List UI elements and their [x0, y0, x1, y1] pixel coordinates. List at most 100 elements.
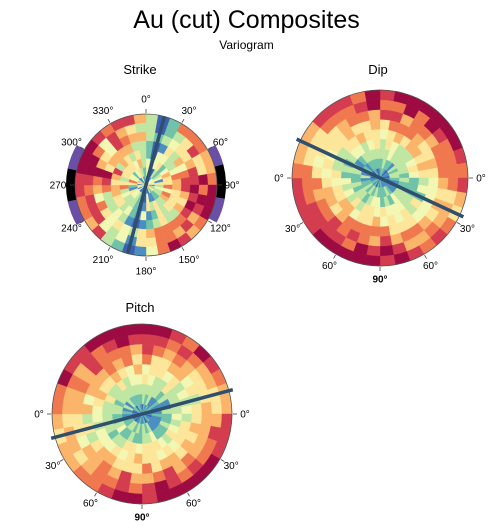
pitch-tick-label: 30°	[224, 461, 239, 472]
pitch-tick-label: 60°	[83, 499, 98, 510]
pitch-chart-title: Pitch	[125, 300, 155, 315]
strike-cell	[145, 219, 154, 230]
dip-chart: 0° 30° 60° 90° 60° 30° 0°	[274, 89, 486, 286]
strike-cell	[198, 184, 209, 197]
strike-tick	[79, 220, 84, 224]
pitch-cell	[220, 413, 233, 430]
page-subtitle: Variogram	[219, 38, 274, 52]
dip-tick	[299, 222, 304, 225]
strike-cell	[133, 245, 147, 257]
pitch-cell	[126, 323, 143, 336]
pitch-cell	[129, 472, 143, 485]
dip-cell	[379, 225, 391, 237]
dip-tick	[424, 254, 427, 259]
pitch-cell	[220, 398, 233, 415]
dip-cell	[379, 245, 394, 257]
strike-cell	[134, 237, 147, 248]
pitch-cell	[141, 482, 157, 495]
dip-cell	[379, 89, 396, 102]
dip-cell	[291, 177, 304, 194]
dip-cell	[301, 177, 313, 192]
pitch-cell	[210, 399, 223, 415]
strike-edge-band	[214, 164, 226, 199]
strike-cell	[189, 175, 200, 186]
dip-cell	[379, 216, 389, 228]
strike-cell	[180, 177, 191, 186]
pitch-cell	[210, 413, 223, 429]
pitch-cell	[91, 413, 103, 423]
dip-cell	[311, 165, 323, 179]
pitch-tick-label: 60°	[186, 499, 201, 510]
pitch-cell	[181, 405, 193, 415]
pitch-cell	[51, 413, 64, 430]
strike-tick-label: 60°	[213, 138, 228, 149]
dip-cell	[369, 119, 381, 131]
strike-cell	[145, 228, 156, 239]
dip-cell	[364, 254, 381, 267]
dip-tick-label: 60°	[322, 261, 337, 272]
dip-cell	[321, 177, 333, 189]
pitch-cell	[61, 413, 74, 429]
pitch-cell	[131, 353, 143, 365]
strike-major-axis	[125, 115, 167, 255]
strike-cell	[145, 113, 159, 125]
dip-tick-label: 60°	[423, 261, 438, 272]
dip-cell	[366, 99, 381, 111]
strike-tick	[208, 220, 213, 224]
strike-cell	[101, 184, 112, 193]
pitch-cell	[141, 333, 157, 346]
pitch-tick	[187, 492, 190, 497]
dip-cell	[364, 89, 381, 102]
pitch-cell	[71, 413, 84, 427]
strike-tick	[208, 146, 213, 150]
strike-cell	[206, 184, 218, 198]
pitch-cell	[200, 413, 213, 427]
strike-cell	[133, 113, 147, 125]
dip-tick-label: 30°	[285, 224, 300, 235]
pitch-cell	[127, 482, 143, 495]
pitch-cell	[141, 343, 155, 356]
pitch-cell	[81, 413, 93, 425]
pitch-cell	[127, 333, 143, 346]
page-title: Au (cut) Composites	[133, 6, 360, 34]
dip-tick-label: 30°	[460, 224, 475, 235]
dip-cell	[379, 109, 393, 121]
dip-cell	[366, 245, 381, 257]
dip-cell	[330, 177, 342, 187]
dip-tick	[456, 222, 461, 225]
dip-major-axis	[295, 137, 465, 219]
strike-tick	[107, 247, 111, 252]
pitch-chart: 0° 30° 60° 90° 60° 30° 0°	[34, 323, 250, 524]
strike-cell	[83, 184, 94, 197]
pitch-cell	[141, 323, 158, 336]
strike-cell	[145, 245, 159, 257]
strike-tick-label: 210°	[93, 255, 114, 266]
dip-cell	[367, 235, 381, 247]
pitch-cell	[191, 403, 203, 415]
dip-tick-label: 0°	[476, 174, 486, 185]
pitch-tick	[220, 459, 225, 462]
dip-cell	[311, 177, 323, 191]
strike-chart: 0° 30° 60° 90° 120° 150° 180° 210° 240° 270° 300° 3…	[50, 95, 240, 278]
pitch-outline	[51, 323, 233, 505]
strike-tick	[181, 118, 185, 123]
dip-tick	[333, 254, 336, 259]
strike-edge-band	[67, 145, 85, 171]
pitch-cell	[141, 453, 151, 465]
strike-cell	[74, 184, 86, 198]
strike-tick-label: 270°	[50, 181, 71, 192]
strike-tick-label: 30°	[181, 106, 196, 117]
strike-tick-label: 300°	[61, 138, 82, 149]
pitch-cell	[126, 492, 143, 505]
strike-cell	[134, 122, 147, 133]
strike-tick	[107, 118, 111, 123]
strike-cell	[198, 173, 209, 186]
strike-cell	[145, 237, 158, 248]
strike-cell	[206, 172, 218, 186]
dip-cell	[456, 162, 469, 179]
dip-tick-label: 90°	[372, 275, 387, 286]
dip-tick-label: 0°	[274, 174, 284, 185]
strike-cell	[92, 184, 103, 195]
strike-edge-band	[207, 145, 224, 167]
